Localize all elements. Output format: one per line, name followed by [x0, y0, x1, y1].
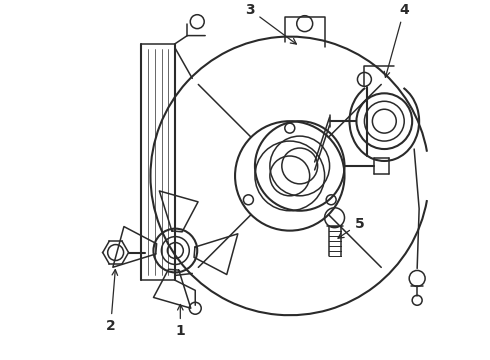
Text: 1: 1	[175, 305, 185, 338]
Text: 5: 5	[338, 217, 364, 238]
Text: 2: 2	[106, 270, 118, 333]
Text: 4: 4	[384, 3, 409, 77]
Text: 3: 3	[245, 3, 296, 44]
